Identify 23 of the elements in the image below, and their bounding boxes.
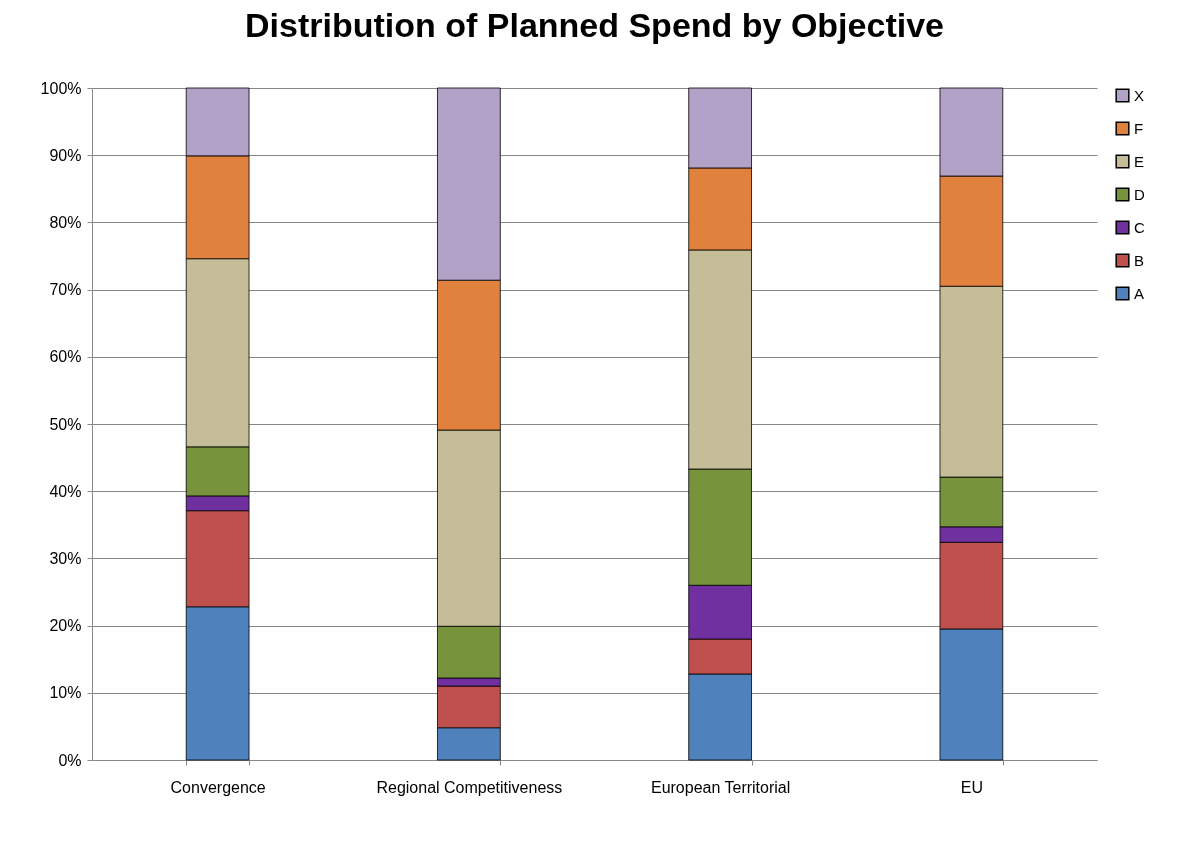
legend-label: X: [1134, 86, 1145, 104]
y-tick-label: 40%: [49, 482, 82, 500]
legend-label: C: [1134, 218, 1145, 236]
y-tick-label: 80%: [49, 213, 82, 231]
legend-label: E: [1134, 152, 1145, 170]
x-tick-label: European Territorial: [650, 778, 791, 796]
y-tick-label: 30%: [49, 549, 82, 567]
y-tick-label: 70%: [49, 281, 82, 299]
x-tick-label: EU: [960, 778, 983, 796]
y-tick-label: 0%: [58, 751, 82, 769]
y-tick-label: 50%: [49, 415, 82, 433]
legend-label: B: [1134, 251, 1145, 269]
legend-label: D: [1134, 185, 1145, 203]
y-tick-label: 10%: [49, 684, 82, 702]
y-tick-label: 20%: [49, 617, 82, 635]
legend-label: A: [1134, 284, 1145, 302]
legend-label: F: [1134, 119, 1144, 137]
x-tick-label: Regional Competitiveness: [376, 778, 563, 796]
x-tick-label: Convergence: [170, 778, 266, 796]
chart-title: Distribution of Planned Spend by Objective: [245, 6, 944, 44]
y-tick-label: 100%: [40, 79, 82, 97]
y-tick-label: 90%: [49, 146, 82, 164]
y-tick-label: 60%: [49, 348, 82, 366]
